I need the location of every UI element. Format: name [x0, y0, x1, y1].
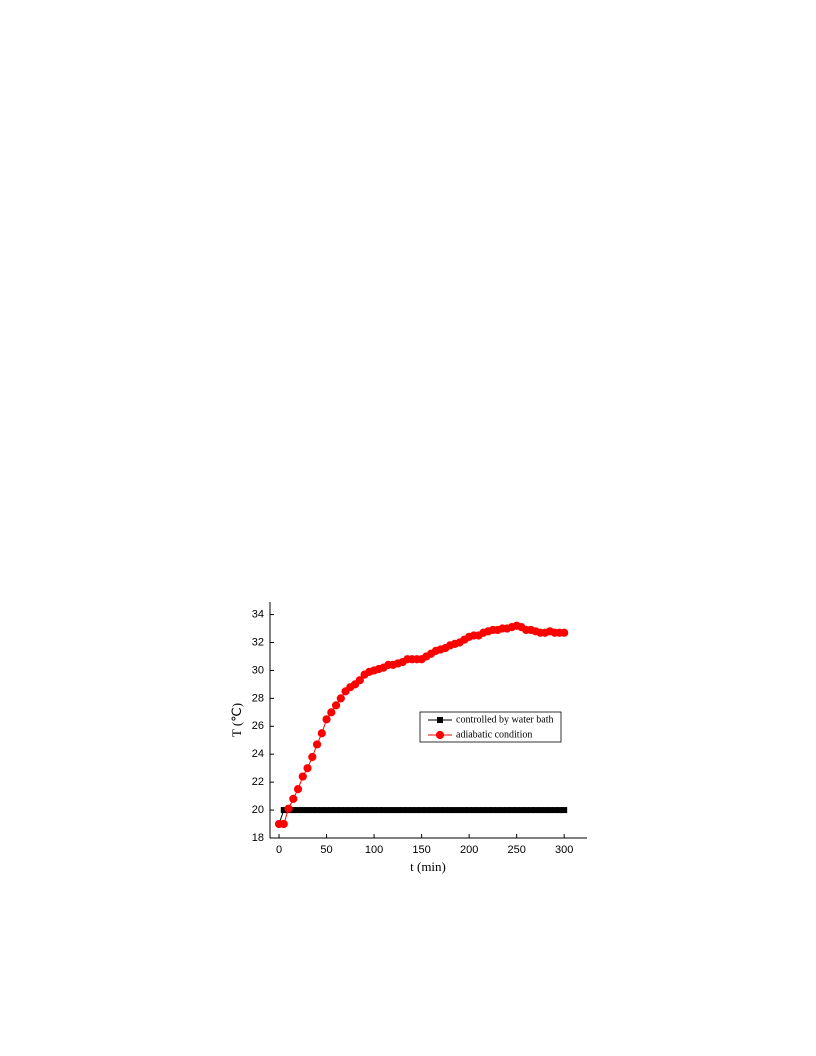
marker	[556, 807, 563, 814]
x-axis-label: t (min)	[410, 859, 446, 874]
marker	[318, 807, 325, 814]
marker	[295, 807, 302, 814]
marker	[404, 807, 411, 814]
y-tick-label: 20	[252, 804, 264, 816]
x-tick-label: 100	[365, 844, 383, 856]
y-tick-label: 24	[252, 748, 264, 760]
marker	[375, 807, 382, 814]
marker	[561, 807, 568, 814]
marker	[456, 807, 463, 814]
legend-marker	[437, 717, 443, 723]
marker	[352, 807, 359, 814]
y-tick-label: 30	[252, 664, 264, 676]
marker	[303, 764, 312, 773]
marker	[542, 807, 549, 814]
y-tick-label: 26	[252, 720, 264, 732]
marker	[323, 807, 330, 814]
marker	[284, 804, 293, 813]
marker	[312, 740, 322, 749]
x-tick-label: 250	[507, 844, 525, 856]
marker	[290, 807, 297, 814]
marker	[293, 785, 303, 794]
marker	[366, 807, 373, 814]
marker	[461, 807, 468, 814]
marker	[537, 807, 544, 814]
marker	[355, 676, 364, 685]
marker	[423, 807, 430, 814]
marker	[508, 807, 515, 814]
marker	[280, 807, 287, 814]
x-tick-label: 0	[276, 844, 282, 856]
marker	[380, 807, 387, 814]
marker	[532, 807, 539, 814]
marker	[361, 807, 368, 814]
marker	[451, 807, 458, 814]
marker	[299, 807, 306, 814]
marker	[560, 628, 569, 637]
marker	[399, 807, 406, 814]
marker	[390, 807, 397, 814]
marker	[298, 772, 307, 781]
marker	[371, 807, 378, 814]
marker	[333, 807, 340, 814]
marker	[494, 807, 501, 814]
x-tick-label: 50	[320, 844, 332, 856]
marker	[328, 807, 335, 814]
marker	[304, 807, 311, 814]
marker	[470, 807, 477, 814]
y-tick-label: 32	[252, 636, 264, 648]
x-tick-label: 150	[412, 844, 430, 856]
marker	[322, 715, 331, 724]
marker	[418, 807, 425, 814]
marker	[385, 807, 392, 814]
legend-label: controlled by water bath	[456, 714, 553, 725]
marker	[289, 794, 298, 803]
marker	[523, 807, 530, 814]
marker	[489, 807, 496, 814]
marker	[327, 708, 336, 717]
marker	[447, 807, 454, 814]
marker	[347, 807, 354, 814]
marker	[413, 807, 420, 814]
marker	[437, 807, 444, 814]
y-tick-label: 18	[252, 832, 264, 844]
legend-label: adiabatic condition	[456, 729, 532, 740]
marker	[475, 807, 482, 814]
marker	[466, 807, 473, 814]
marker	[518, 807, 525, 814]
y-tick-label: 34	[252, 608, 264, 620]
legend-marker	[435, 730, 445, 740]
marker	[499, 807, 506, 814]
marker	[394, 807, 401, 814]
marker	[442, 807, 449, 814]
y-tick-label: 22	[252, 776, 264, 788]
marker	[308, 752, 317, 762]
marker	[428, 807, 435, 814]
marker	[513, 807, 520, 814]
marker	[331, 701, 341, 710]
marker	[504, 807, 511, 814]
y-tick-label: 28	[252, 692, 264, 704]
marker	[336, 694, 345, 703]
marker	[279, 819, 288, 829]
marker	[485, 807, 492, 814]
marker	[337, 807, 344, 814]
marker	[432, 807, 439, 814]
x-tick-label: 300	[555, 844, 573, 856]
y-axis-label: T (℃)	[229, 703, 244, 737]
marker	[314, 807, 321, 814]
x-tick-label: 200	[460, 844, 478, 856]
marker	[546, 807, 553, 814]
marker	[356, 807, 363, 814]
marker	[409, 807, 416, 814]
marker	[309, 807, 316, 814]
marker	[527, 807, 534, 814]
marker	[480, 807, 487, 814]
marker	[342, 807, 349, 814]
marker	[551, 807, 558, 814]
marker	[317, 729, 326, 738]
